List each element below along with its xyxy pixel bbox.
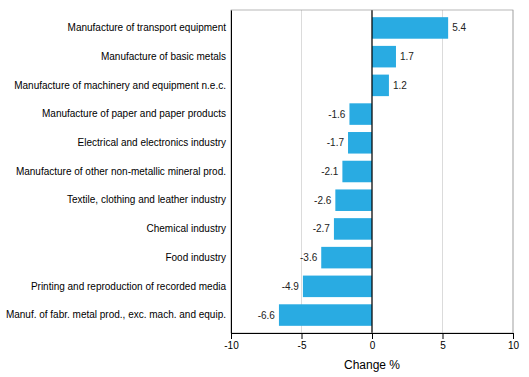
y-tick-label: Manufacture of paper and paper products [42, 108, 226, 119]
x-axis: -10 -5 0 5 10 [224, 333, 519, 351]
y-tick-label: Manufacture of basic metals [101, 51, 226, 62]
x-tick-label: -10 [224, 340, 239, 351]
y-tick: Chemical industry [147, 223, 231, 234]
bar [334, 218, 372, 240]
y-tick-label: Manufacture of machinery and equipment n… [14, 80, 226, 91]
bar [279, 304, 372, 326]
x-tick-mark [231, 333, 232, 339]
y-tick-label: Electrical and electronics industry [78, 137, 226, 148]
zero-line [371, 10, 372, 333]
data-label: -2.7 [313, 223, 331, 234]
bars [279, 17, 448, 326]
x-tick-label: -5 [298, 340, 307, 351]
grid-line [442, 10, 443, 333]
x-tick: 5 [440, 333, 446, 351]
bar [342, 161, 372, 183]
bar [372, 17, 448, 39]
y-tick-label: Textile, clothing and leather industry [67, 194, 226, 205]
data-label: -2.1 [321, 166, 339, 177]
x-tick-mark [372, 333, 373, 339]
y-tick-label: Manuf. of fabr. metal prod., exc. mach. … [6, 309, 226, 320]
bar [321, 247, 372, 269]
y-tick-label: Manufacture of other non-metallic minera… [16, 166, 226, 177]
x-tick: 0 [370, 333, 376, 351]
x-axis-title: Change % [344, 358, 400, 372]
x-tick-label: 5 [440, 340, 446, 351]
y-axis-line [231, 11, 232, 334]
chart-container: -10 -5 0 5 10 Manuf. of fabr. metal prod., ex… [0, 0, 529, 377]
bar [372, 46, 396, 68]
x-tick: -10 [224, 333, 239, 351]
grid-line [372, 10, 373, 333]
data-label: 1.7 [400, 51, 414, 62]
x-tick-label: 10 [508, 340, 520, 351]
y-tick: Food industry [165, 252, 231, 263]
data-label: 1.2 [393, 80, 407, 91]
x-tick-mark [302, 333, 303, 339]
y-tick: Manufacture of basic metals [101, 51, 231, 62]
x-tick: 10 [508, 333, 520, 351]
data-label: -4.9 [282, 281, 300, 292]
plot: -10 -5 0 5 10 Manuf. of fabr. metal prod., ex… [6, 10, 520, 372]
x-tick-mark [513, 333, 514, 339]
data-label: -6.6 [258, 310, 276, 321]
data-labels: -6.6 -4.9 -3.6 -2.7 -2.6 -2.1 -1.7 -1.6 1.2 1.7 5.… [258, 22, 467, 320]
y-tick-label: Food industry [165, 252, 226, 263]
y-tick: Electrical and electronics industry [78, 137, 231, 148]
bar [348, 132, 372, 154]
data-label: -2.6 [314, 195, 332, 206]
y-tick: Printing and reproduction of recorded me… [31, 281, 231, 292]
y-tick-label: Chemical industry [147, 223, 226, 234]
y-tick-label: Manufacture of transport equipment [68, 22, 227, 33]
y-tick: Textile, clothing and leather industry [67, 194, 231, 205]
y-tick: Manufacture of other non-metallic minera… [16, 166, 231, 177]
grid-line [301, 10, 302, 333]
x-tick-mark [443, 333, 444, 339]
data-label: 5.4 [452, 22, 466, 33]
y-tick: Manufacture of machinery and equipment n… [14, 80, 231, 91]
data-label: -1.6 [328, 109, 346, 120]
bar [372, 75, 389, 97]
grid [231, 10, 513, 333]
plot-frame [231, 10, 513, 333]
y-tick: Manuf. of fabr. metal prod., exc. mach. … [6, 309, 231, 320]
grid-line [231, 10, 232, 333]
y-tick-label: Printing and reproduction of recorded me… [31, 281, 227, 292]
chart-svg: -10 -5 0 5 10 Manuf. of fabr. metal prod., ex… [0, 0, 529, 377]
bar [303, 276, 372, 298]
y-axis: Manuf. of fabr. metal prod., exc. mach. … [6, 11, 232, 334]
x-tick-label: 0 [370, 340, 376, 351]
data-label: -3.6 [300, 252, 318, 263]
data-label: -1.7 [327, 137, 345, 148]
bar [349, 103, 372, 125]
x-tick: -5 [298, 333, 307, 351]
y-tick: Manufacture of paper and paper products [42, 108, 231, 119]
bar [335, 189, 372, 211]
y-tick: Manufacture of transport equipment [68, 22, 231, 33]
